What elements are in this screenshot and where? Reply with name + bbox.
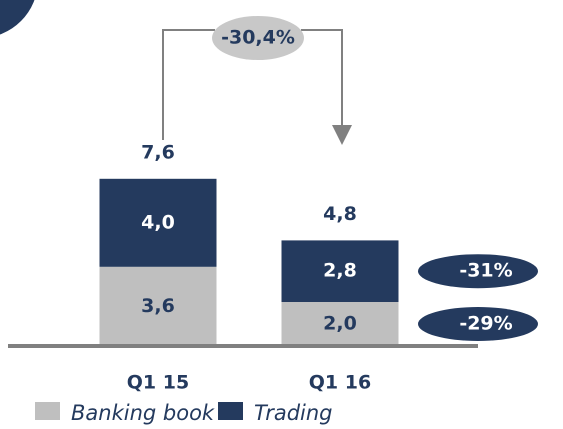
bracket-left [162,29,215,140]
change-bubble [418,307,538,341]
total-change-label: -30,4% [221,27,295,49]
x-tick-label: Q1 16 [309,372,371,394]
change-label: -31% [459,260,512,282]
total-label: 7,6 [141,141,175,163]
change-label: -29% [459,313,512,335]
total-change-bubble [212,16,304,60]
change-bubble [418,254,538,289]
bar-segment [99,178,217,267]
value-label: 3,6 [141,295,175,317]
legend-label: Trading [254,401,333,425]
legend-swatch [35,402,60,420]
value-label: 2,8 [323,260,357,282]
x-tick-label: Q1 15 [127,372,189,394]
bar-segment [281,240,399,302]
total-label: 4,8 [323,203,357,225]
bar-segment [99,266,217,346]
legend-swatch [218,402,243,420]
value-label: 4,0 [141,211,175,233]
bracket-right [301,29,352,145]
legend-label: Banking book [71,401,215,425]
value-label: 2,0 [323,313,357,335]
bar-segment [281,302,399,346]
corner-decoration [0,0,35,35]
